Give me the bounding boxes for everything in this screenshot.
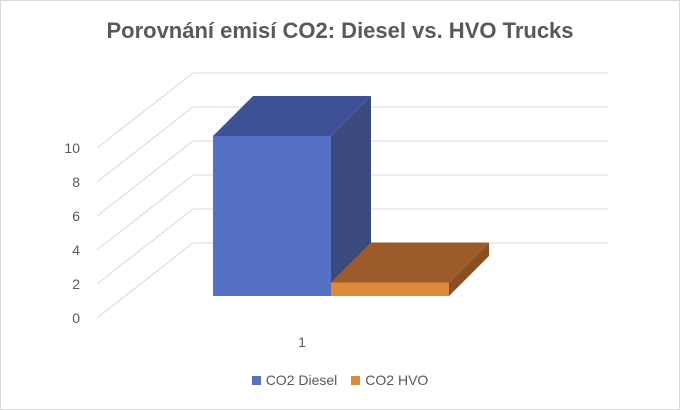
- bar-side-1: [449, 242, 489, 296]
- grid-line-side: [96, 242, 194, 319]
- legend-label-diesel: CO2 Diesel: [265, 372, 338, 388]
- bar-front-1: [331, 282, 449, 296]
- grid-line-side: [96, 208, 194, 285]
- bar-top-1: [331, 242, 489, 283]
- chart-title: Porovnání emisí CO2: Diesel vs. HVO Truc…: [106, 18, 574, 43]
- legend-label-hvo: CO2 HVO: [365, 372, 429, 388]
- y-tick-label: 6: [72, 208, 80, 224]
- bar-top-0: [213, 96, 371, 136]
- bar-front-0: [213, 136, 331, 296]
- y-tick-label: 8: [72, 174, 80, 190]
- grid-line-side: [96, 140, 194, 217]
- legend-item-hvo: CO2 HVO: [351, 372, 428, 388]
- legend-swatch-hvo: [351, 375, 361, 385]
- grid-line-side: [96, 106, 194, 183]
- legend-swatch-diesel: [251, 375, 261, 385]
- y-tick-label: 0: [72, 310, 80, 326]
- y-tick-label: 2: [72, 276, 80, 292]
- bar-side-0: [331, 96, 371, 296]
- grid-line-side: [96, 174, 194, 251]
- legend: CO2 Diesel CO2 HVO: [0, 372, 680, 388]
- legend-item-diesel: CO2 Diesel: [251, 372, 338, 388]
- y-tick-label: 4: [72, 242, 80, 258]
- x-tick-label: 1: [298, 334, 306, 350]
- grid-line-side: [96, 72, 194, 149]
- y-tick-label: 10: [64, 140, 80, 156]
